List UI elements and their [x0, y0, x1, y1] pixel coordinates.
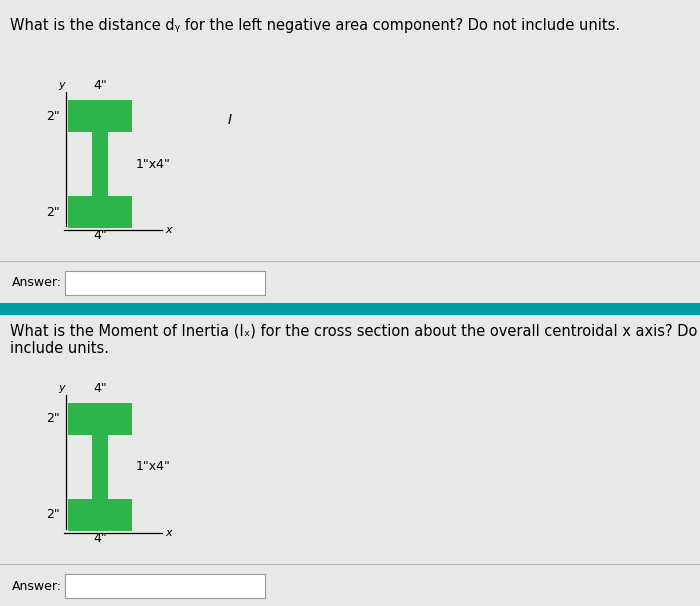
Text: What is the distance dᵧ for the left negative area component? Do not include uni: What is the distance dᵧ for the left neg…: [10, 18, 620, 33]
Text: y: y: [59, 383, 65, 393]
Text: 4": 4": [93, 382, 107, 395]
Bar: [68, 196, 132, 228]
Text: 2": 2": [46, 110, 60, 122]
Bar: [0, 303, 700, 315]
Text: x: x: [165, 225, 172, 235]
Bar: [68, 499, 132, 531]
Text: 2": 2": [46, 508, 60, 522]
Bar: [65, 574, 265, 598]
Text: 2": 2": [46, 205, 60, 219]
Text: I: I: [228, 113, 232, 127]
Text: 2": 2": [46, 413, 60, 425]
Text: y: y: [59, 80, 65, 90]
Text: 4": 4": [93, 79, 107, 92]
Text: 1"x4": 1"x4": [136, 461, 171, 473]
Bar: [65, 271, 265, 295]
Text: What is the Moment of Inertia (Iₓ) for the cross section about the overall centr: What is the Moment of Inertia (Iₓ) for t…: [10, 324, 700, 339]
Bar: [68, 403, 132, 435]
Text: 4": 4": [93, 229, 107, 242]
Bar: [68, 100, 132, 132]
Text: 4": 4": [93, 532, 107, 545]
Bar: [92, 435, 108, 499]
Text: Answer:: Answer:: [12, 579, 62, 593]
Text: x: x: [165, 528, 172, 538]
Bar: [92, 132, 108, 196]
Text: Answer:: Answer:: [12, 276, 62, 290]
Text: include units.: include units.: [10, 341, 109, 356]
Text: 1"x4": 1"x4": [136, 158, 171, 170]
